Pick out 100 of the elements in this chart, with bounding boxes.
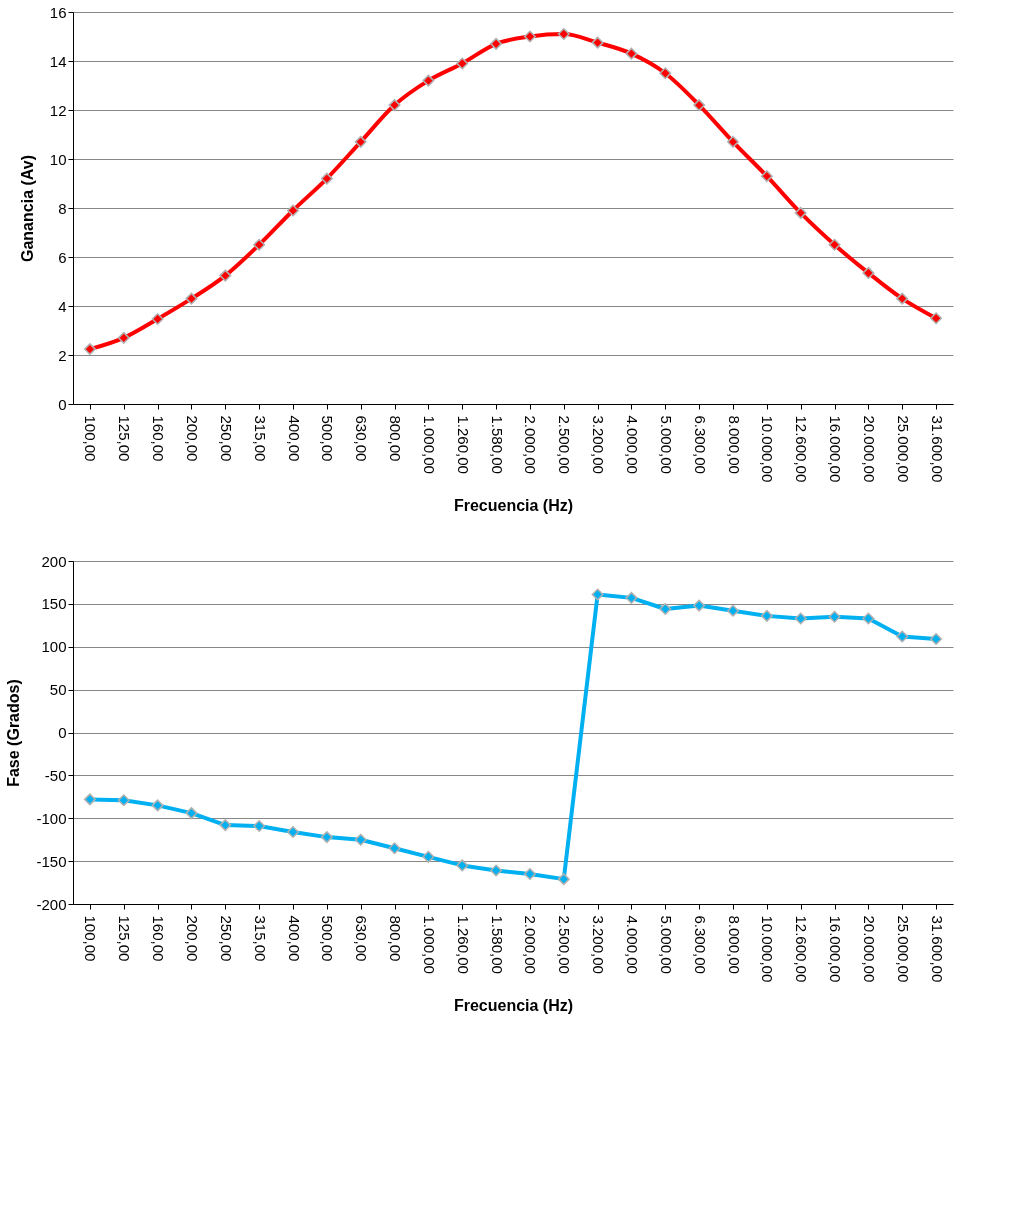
- x-tick-label: 250,00: [217, 915, 235, 962]
- x-tick-label: 8.000,00: [725, 415, 743, 474]
- y-tick-label: 150: [41, 595, 67, 613]
- y-axis-title: Ganancia (Av): [18, 155, 36, 262]
- point: [523, 867, 536, 880]
- x-tick-label: 125,00: [116, 915, 134, 962]
- x-tick-label: 400,00: [285, 915, 303, 962]
- y-tick-label: 8: [58, 199, 67, 217]
- x-tick-label: 1.260,00: [454, 915, 472, 974]
- x-tick-label: 6.300,00: [691, 915, 709, 974]
- point: [388, 99, 401, 112]
- y-tick-label: 4: [58, 297, 67, 315]
- point: [625, 591, 638, 604]
- x-tick-label: 800,00: [387, 415, 405, 462]
- x-tick-label: 5.000,00: [657, 415, 675, 474]
- point: [151, 312, 164, 325]
- point: [625, 47, 638, 60]
- point: [83, 793, 96, 806]
- point: [219, 269, 232, 282]
- point: [219, 819, 232, 832]
- x-tick-label: 31.600,00: [928, 915, 946, 983]
- point: [320, 172, 333, 185]
- x-tick-label: 1.000,00: [420, 915, 438, 974]
- point: [151, 799, 164, 812]
- y-tick-label: 200: [41, 552, 67, 570]
- point: [727, 604, 739, 617]
- point: [117, 331, 130, 344]
- x-tick-label: 315,00: [251, 415, 269, 462]
- y-tick-label: -50: [44, 766, 67, 784]
- x-tick-label: 100,00: [82, 915, 100, 962]
- y-tick-label: 100: [41, 638, 67, 656]
- point: [287, 204, 299, 217]
- point: [828, 610, 841, 623]
- x-tick-label: 500,00: [319, 415, 337, 462]
- point: [794, 206, 807, 219]
- x-tick-label: 2.000,00: [522, 915, 540, 974]
- x-tick-label: 1.580,00: [488, 915, 506, 974]
- point: [727, 135, 739, 148]
- point: [422, 74, 435, 87]
- y-axis-title: Fase (Grados): [5, 679, 23, 787]
- y-tick-label: 12: [49, 101, 67, 119]
- x-tick-label: 10.000,00: [759, 915, 777, 983]
- y-tick-label: -200: [36, 895, 67, 913]
- point: [693, 599, 706, 612]
- x-tick-label: 20.000,00: [860, 415, 878, 483]
- x-tick-label: 125,00: [116, 415, 134, 462]
- point: [930, 633, 943, 646]
- point: [896, 630, 909, 643]
- y-tick-label: 6: [58, 248, 67, 266]
- point: [693, 99, 706, 112]
- y-tick-label: -150: [36, 852, 67, 870]
- x-tick-label: 16.000,00: [827, 415, 845, 483]
- point: [862, 266, 875, 279]
- x-tick-label: 500,00: [319, 915, 337, 962]
- x-tick-label: 4.000,00: [623, 415, 641, 474]
- point: [930, 312, 943, 325]
- x-tick-label: 6.300,00: [691, 415, 709, 474]
- x-tick-label: 1.000,00: [420, 415, 438, 474]
- x-tick-label: 2.500,00: [556, 915, 574, 974]
- x-tick-label: 630,00: [353, 915, 371, 962]
- x-tick-label: 2.000,00: [522, 415, 540, 474]
- point: [422, 850, 435, 863]
- point: [557, 28, 570, 41]
- point: [456, 859, 469, 872]
- x-tick-label: 25.000,00: [894, 415, 912, 483]
- x-tick-label: 250,00: [217, 415, 235, 462]
- point: [591, 588, 604, 601]
- point: [388, 842, 401, 855]
- y-tick-label: 0: [58, 395, 67, 413]
- x-tick-label: 100,00: [82, 415, 100, 462]
- x-tick-label: 315,00: [251, 915, 269, 962]
- x-tick-label: 160,00: [150, 915, 168, 962]
- point: [659, 67, 672, 80]
- x-tick-label: 1.260,00: [454, 415, 472, 474]
- point: [896, 292, 909, 305]
- x-tick-label: 31.600,00: [928, 415, 946, 483]
- point: [828, 238, 841, 251]
- x-tick-label: 12.600,00: [793, 415, 811, 483]
- x-tick-label: 200,00: [183, 915, 201, 962]
- x-tick-label: 630,00: [353, 415, 371, 462]
- y-tick-label: -100: [36, 809, 67, 827]
- point: [591, 36, 604, 49]
- point: [523, 30, 536, 43]
- x-tick-label: 2.500,00: [556, 415, 574, 474]
- point: [456, 57, 469, 70]
- y-tick-label: 50: [49, 681, 67, 699]
- x-tick-label: 5.000,00: [657, 915, 675, 974]
- x-tick-label: 200,00: [183, 415, 201, 462]
- x-axis-title: Frecuencia (Hz): [453, 997, 574, 1015]
- point: [760, 170, 773, 183]
- y-tick-label: 16: [49, 3, 67, 21]
- x-tick-label: 4.000,00: [623, 915, 641, 974]
- x-tick-label: 25.000,00: [894, 915, 912, 983]
- point: [253, 819, 266, 832]
- y-tick-label: 0: [58, 724, 67, 741]
- point: [862, 612, 875, 625]
- x-tick-label: 16.000,00: [827, 915, 845, 983]
- x-tick-label: 10.000,00: [759, 415, 777, 483]
- x-tick-label: 1.580,00: [488, 415, 506, 474]
- point: [760, 609, 773, 622]
